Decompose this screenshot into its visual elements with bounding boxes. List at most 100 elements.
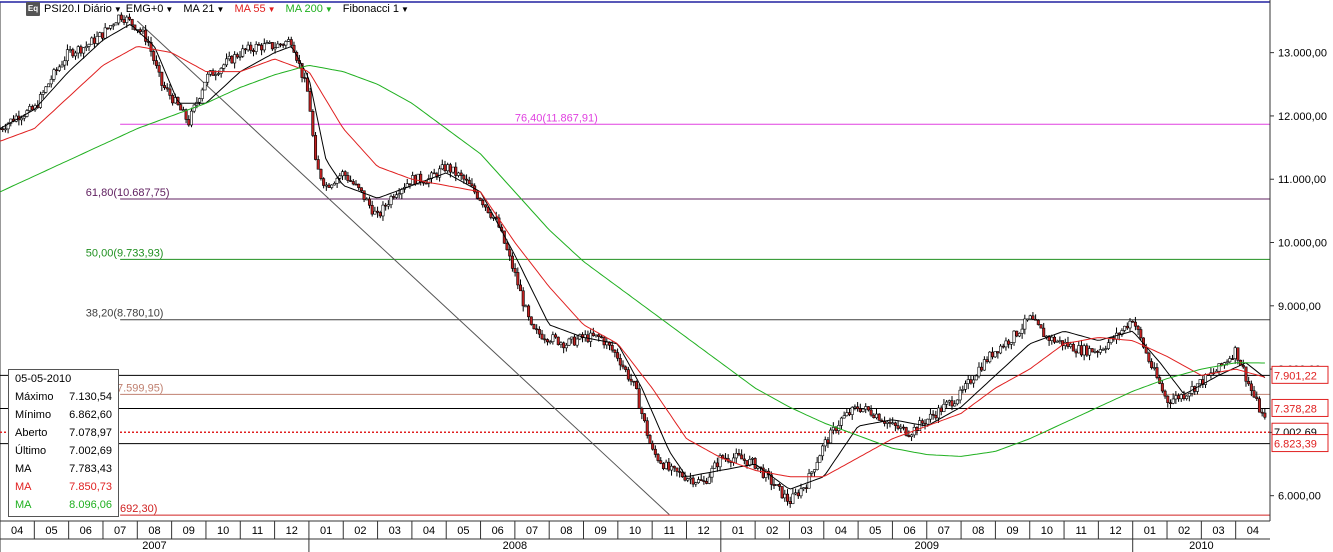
candle-body <box>1079 345 1083 356</box>
month-label: 05 <box>45 525 57 537</box>
candle-body <box>672 465 676 469</box>
candle-body <box>52 69 56 80</box>
candle-body <box>931 413 935 416</box>
level-label: 7.378,28 <box>1274 403 1317 415</box>
fibonacci-indicator[interactable]: Fibonacci 1 ▼ <box>343 3 409 15</box>
candle-body <box>753 458 757 469</box>
candle-body <box>904 427 908 436</box>
chevron-down-icon: ▼ <box>324 4 333 14</box>
candle-body <box>481 199 485 206</box>
candle-body <box>3 128 7 131</box>
month-label: 10 <box>629 525 641 537</box>
month-label: 02 <box>1178 525 1190 537</box>
candle-body <box>554 334 558 338</box>
ma200-indicator[interactable]: MA 200 ▼ <box>286 3 333 15</box>
candle-body <box>683 476 687 481</box>
candle-body <box>214 74 218 76</box>
candle-body <box>462 175 466 180</box>
candle-body <box>486 206 490 213</box>
currency-label: EMG+0 <box>125 3 164 15</box>
candle-body <box>640 408 644 415</box>
candle-body <box>521 290 525 307</box>
candle-body <box>907 435 911 437</box>
month-label: 11 <box>252 525 263 537</box>
fibonacci-levels: 76,40(11.867,91) 61,80(10.687,75) 50,00(9.… <box>86 112 1270 516</box>
candle-body <box>508 249 512 257</box>
candle-body <box>942 403 946 412</box>
chevron-down-icon: ▼ <box>113 4 122 14</box>
candle-body <box>877 413 881 421</box>
candle-body <box>1101 349 1105 351</box>
candle-body <box>1104 348 1108 350</box>
candle-body <box>222 64 226 69</box>
month-label: 09 <box>1006 525 1018 537</box>
candle-body <box>772 484 776 486</box>
candle-body <box>206 73 210 83</box>
y-tick-label: 6.000,00 <box>1278 491 1321 503</box>
candle-body <box>408 183 412 186</box>
candle-body <box>937 407 941 419</box>
candle-body <box>1150 361 1154 368</box>
moving-averages <box>0 24 1266 490</box>
symbol-selector[interactable]: PSI20.I Diário ▼ <box>44 3 122 15</box>
trendline-line <box>136 20 670 516</box>
candle-body <box>319 168 323 179</box>
candle-body <box>171 95 175 104</box>
candle-body <box>866 406 870 411</box>
candle-body <box>1069 343 1073 347</box>
month-label: 01 <box>320 525 332 537</box>
candle-body <box>87 43 91 47</box>
candle-body <box>1179 394 1183 400</box>
info-row-label: Máximo <box>15 391 54 403</box>
candle-body <box>1230 358 1234 360</box>
currency-selector[interactable]: EMG+0 ▼ <box>126 3 174 15</box>
candle-body <box>276 43 280 48</box>
year-label: 2008 <box>503 540 527 552</box>
candle-body <box>109 25 113 29</box>
candle-body <box>705 481 709 484</box>
candle-body <box>634 381 638 390</box>
candle-body <box>872 414 876 419</box>
info-row-value: 7.078,97 <box>69 427 112 439</box>
candle-body <box>305 77 309 92</box>
chevron-down-icon: ▼ <box>216 4 225 14</box>
y-axis: 6.000,007.000,008.000,009.000,0010.000,0… <box>1269 0 1333 552</box>
ma21-indicator[interactable]: MA 21 ▼ <box>183 3 224 15</box>
candle-body <box>424 182 428 185</box>
candle-body <box>699 479 703 481</box>
candle-body <box>858 408 862 412</box>
candle-body <box>1131 320 1135 323</box>
candle-body <box>211 70 215 76</box>
candle-body <box>559 342 563 345</box>
moving-average-line <box>0 24 1266 490</box>
candle-body <box>367 198 371 206</box>
candle-body <box>718 455 722 468</box>
candle-body <box>365 198 369 201</box>
candle-body <box>100 32 104 39</box>
candle-body <box>535 328 539 331</box>
y-tick-label: 13.000,00 <box>1278 48 1327 60</box>
level-label: 6.823,39 <box>1274 439 1317 451</box>
candle-body <box>810 471 814 474</box>
candle-body <box>853 406 857 409</box>
candle-body <box>963 383 967 390</box>
candle-body <box>869 409 873 416</box>
y-tick-label: 9.000,00 <box>1278 301 1321 313</box>
candle-body <box>65 49 69 62</box>
candle-body <box>891 422 895 425</box>
candle-body <box>44 86 48 93</box>
candle-body <box>519 284 523 292</box>
candle-body <box>338 175 342 179</box>
ma55-indicator[interactable]: MA 55 ▼ <box>234 3 275 15</box>
candle-body <box>1106 342 1110 349</box>
candle-body <box>893 422 897 426</box>
month-label: 11 <box>664 525 675 537</box>
candle-body <box>1257 398 1261 413</box>
candle-body <box>265 42 269 45</box>
candle-body <box>160 71 164 86</box>
candle-body <box>734 453 738 459</box>
month-label: 08 <box>560 525 572 537</box>
candle-body <box>249 44 253 51</box>
fibonacci-label: Fibonacci 1 <box>342 3 400 15</box>
